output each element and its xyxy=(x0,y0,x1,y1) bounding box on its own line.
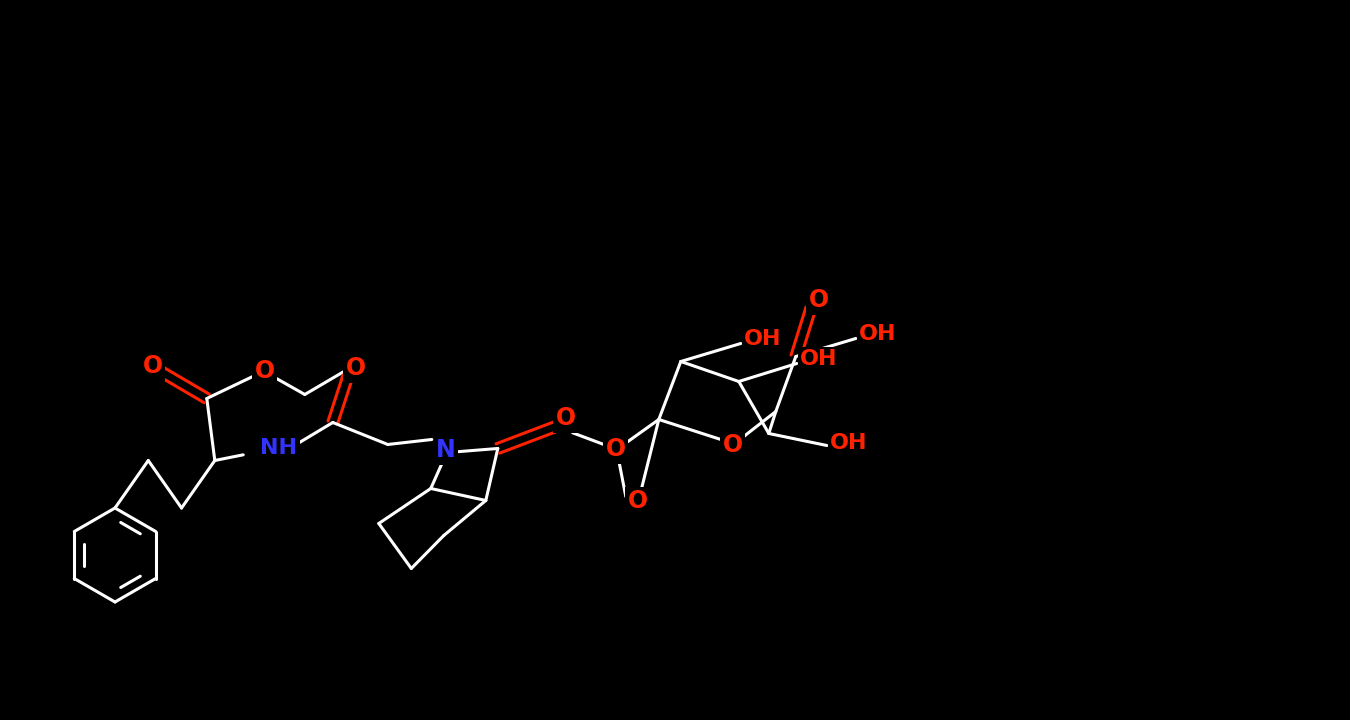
Text: OH: OH xyxy=(830,433,868,454)
Text: OH: OH xyxy=(859,325,896,344)
Text: OH: OH xyxy=(744,330,782,349)
Text: O: O xyxy=(722,433,742,457)
Text: OH: OH xyxy=(801,349,837,369)
Text: NH: NH xyxy=(261,438,297,459)
Text: O: O xyxy=(556,407,576,431)
Text: N: N xyxy=(436,438,456,462)
Text: O: O xyxy=(255,359,275,384)
Text: O: O xyxy=(346,356,366,380)
Text: O: O xyxy=(628,490,648,513)
Text: O: O xyxy=(143,354,163,379)
Text: O: O xyxy=(606,438,626,462)
Text: O: O xyxy=(809,289,829,312)
